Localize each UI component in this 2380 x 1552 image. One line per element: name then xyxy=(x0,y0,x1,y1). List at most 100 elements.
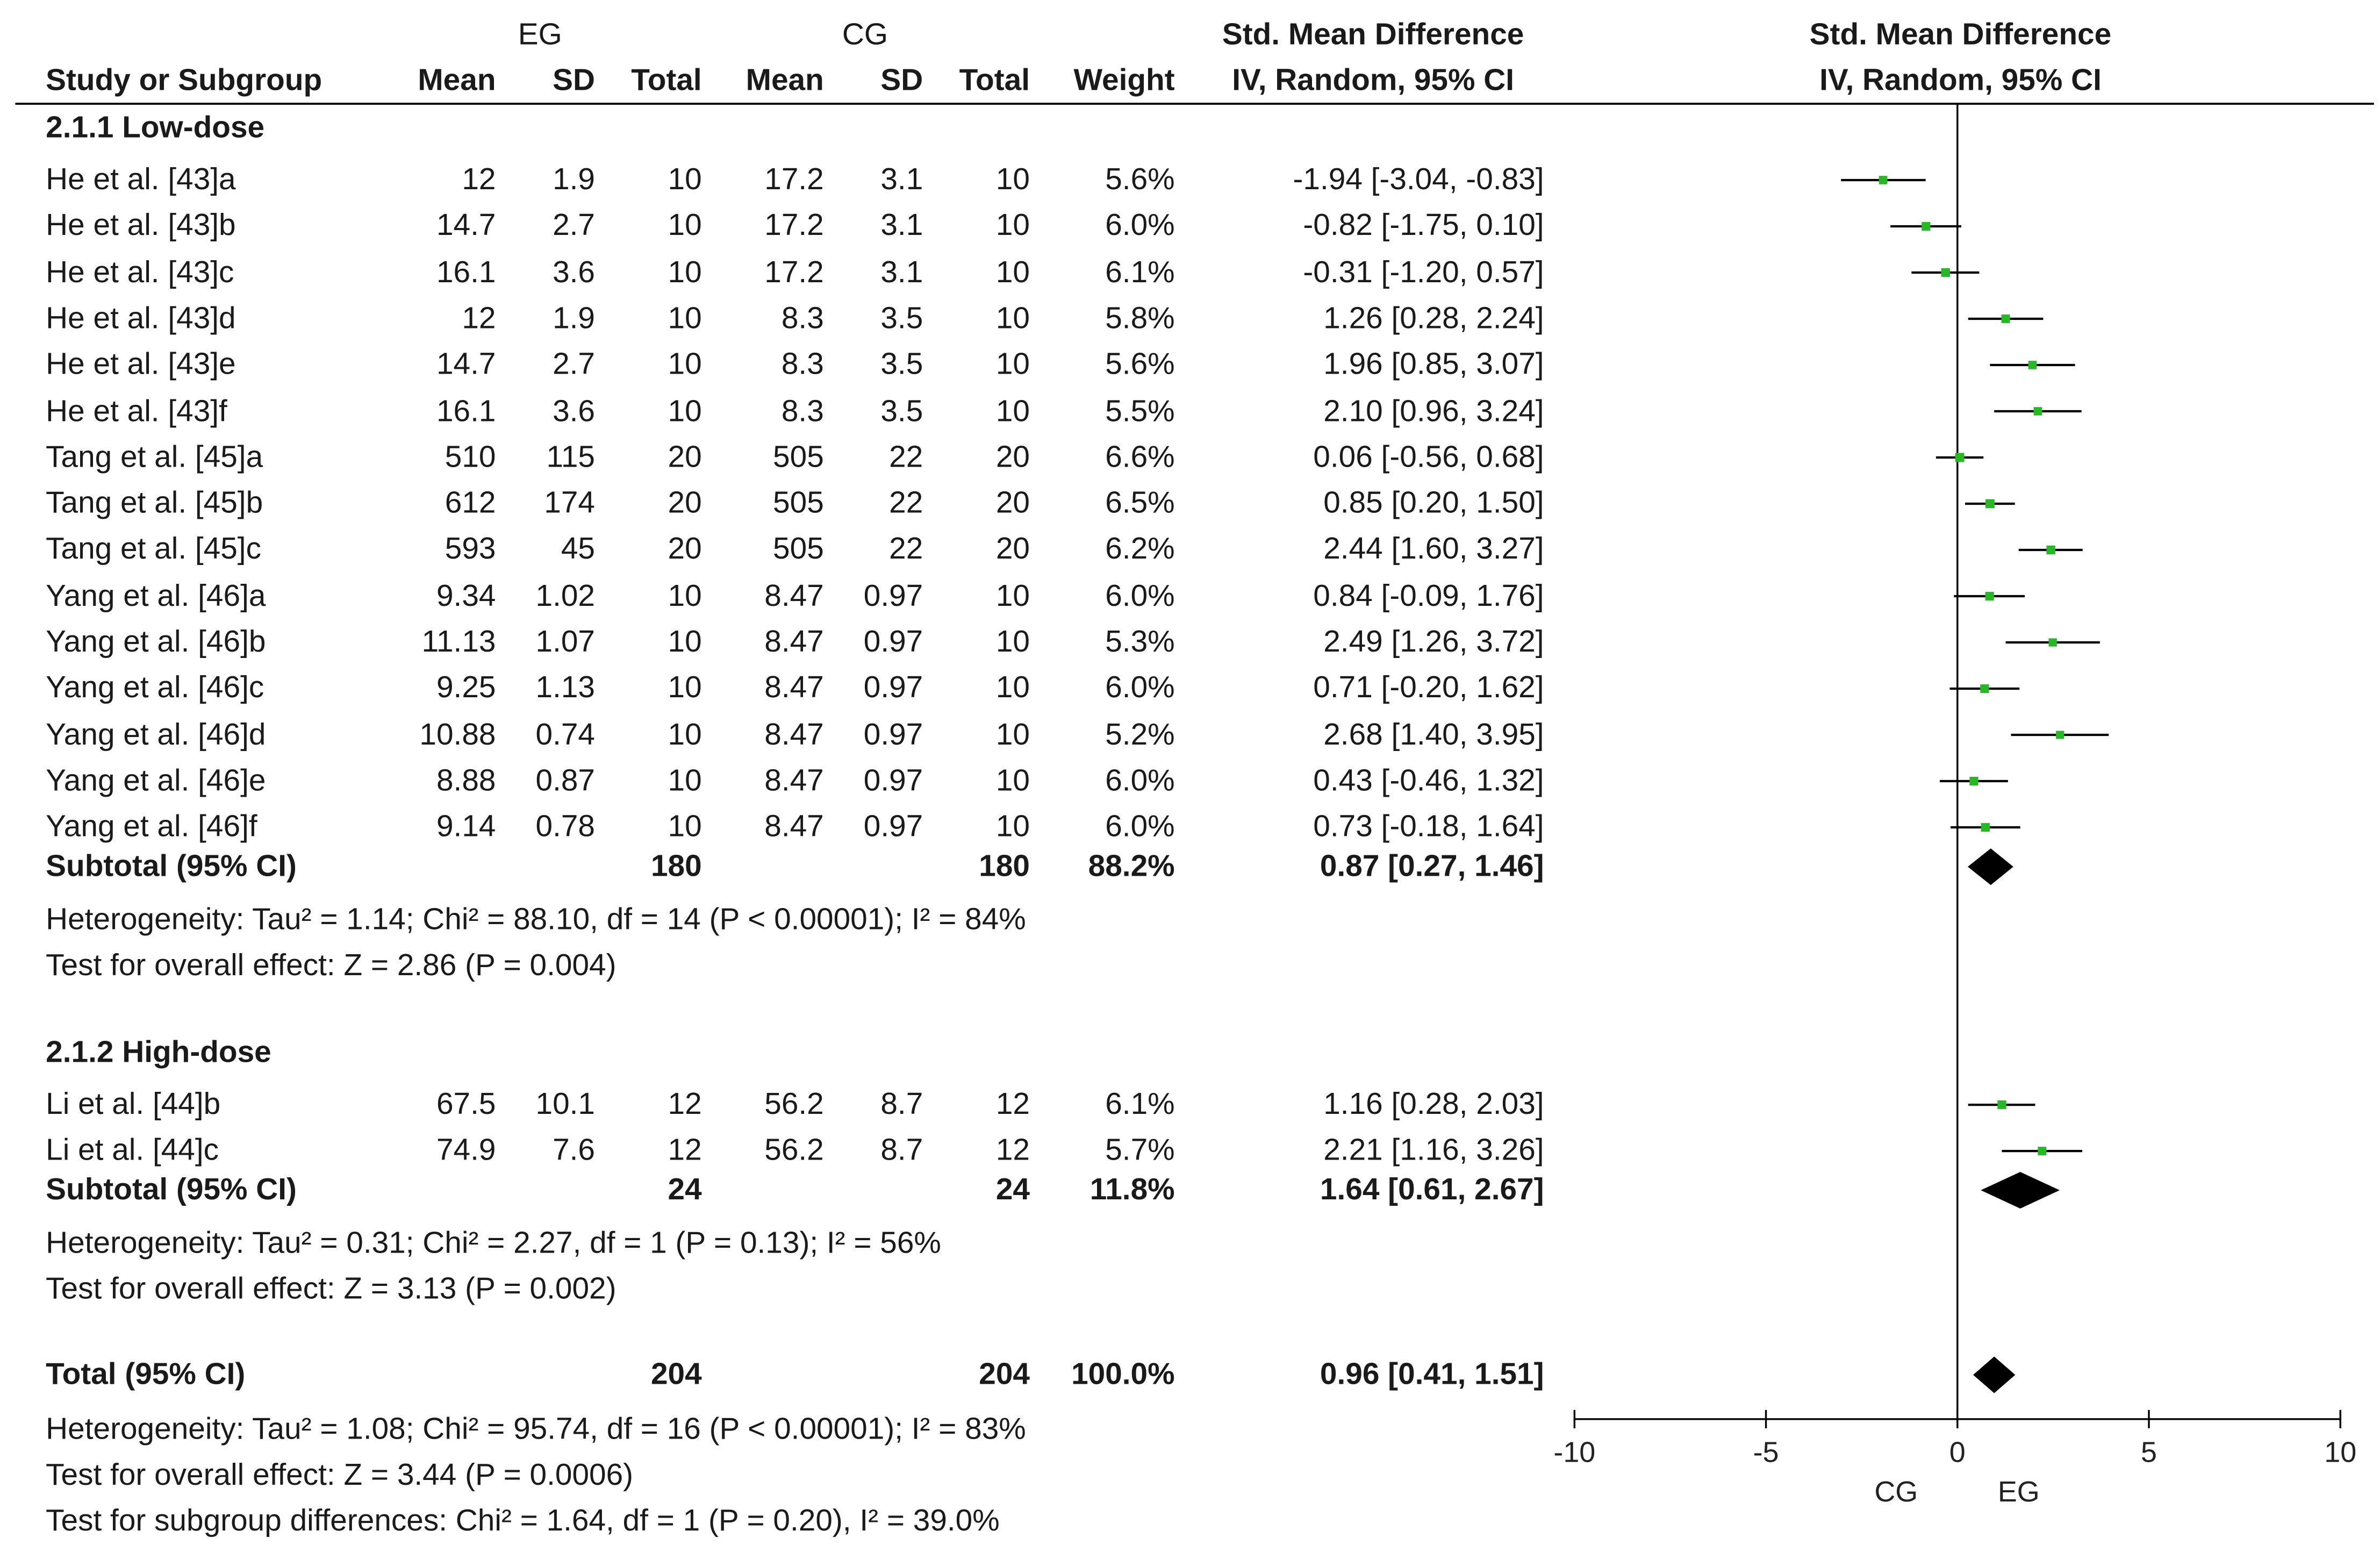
study-eg-mean: 9.34 xyxy=(436,579,496,613)
study-effect-ci: 2.21 [1.16, 3.26] xyxy=(1323,1134,1544,1168)
study-weight: 5.6% xyxy=(1105,348,1175,382)
study-cg-mean: 8.47 xyxy=(764,671,824,706)
study-eg-total: 10 xyxy=(668,163,702,197)
study-eg-mean: 612 xyxy=(445,487,496,521)
x-axis-ticks: -10 -5 0 5 10 xyxy=(1553,1410,2356,1468)
total-overall-effect-text: Test for overall effect: Z = 3.44 (P = 0… xyxy=(46,1458,634,1493)
study-cg-mean: 505 xyxy=(773,440,824,475)
study-eg-total: 10 xyxy=(668,302,702,336)
subgroup-title: 2.1.1 Low-dose xyxy=(46,111,265,145)
study-effect-ci: 0.85 [0.20, 1.50] xyxy=(1323,487,1544,521)
point-estimate-marker xyxy=(2046,545,2055,555)
subtotal-weight: 11.8% xyxy=(1089,1173,1175,1207)
summary-diamond xyxy=(1973,1356,2016,1393)
study-eg-total: 10 xyxy=(668,579,702,613)
x-tick-label: -10 xyxy=(1553,1436,1595,1468)
study-eg-mean: 14.7 xyxy=(436,209,496,244)
point-estimate-marker xyxy=(1941,268,1950,277)
study-effect-ci: -1.94 [-3.04, -0.83] xyxy=(1293,163,1544,197)
study-eg-sd: 3.6 xyxy=(553,394,596,428)
study-name: Yang et al. [46]e xyxy=(46,764,266,798)
study-cg-total: 20 xyxy=(995,487,1030,521)
study-cg-total: 10 xyxy=(995,394,1030,428)
study-effect-ci: 2.44 [1.60, 3.27] xyxy=(1323,533,1544,567)
study-eg-total: 10 xyxy=(668,348,702,382)
study-eg-sd: 2.7 xyxy=(553,348,596,382)
plot-header-method: IV, Random, 95% CI xyxy=(1819,64,2102,98)
study-eg-mean: 8.88 xyxy=(436,764,496,798)
col-study: Study or Subgroup xyxy=(46,64,322,98)
summary-diamond xyxy=(1968,848,2013,885)
col-cg-sd: SD xyxy=(880,64,923,98)
study-eg-total: 10 xyxy=(668,625,702,660)
study-name: Yang et al. [46]c xyxy=(46,671,264,706)
study-weight: 5.3% xyxy=(1105,625,1175,660)
study-eg-mean: 10.88 xyxy=(419,718,496,752)
study-cg-mean: 17.2 xyxy=(764,163,824,197)
x-tick-label: 5 xyxy=(2141,1436,2157,1468)
study-eg-sd: 115 xyxy=(546,440,596,475)
study-eg-sd: 1.9 xyxy=(553,163,596,197)
study-cg-mean: 56.2 xyxy=(764,1134,824,1168)
x-tick-label: -5 xyxy=(1753,1436,1779,1468)
study-effect-ci: 0.06 [-0.56, 0.68] xyxy=(1313,440,1544,475)
study-eg-mean: 11.13 xyxy=(421,625,496,660)
study-name: He et al. [43]e xyxy=(46,348,236,382)
study-effect-ci: 2.10 [0.96, 3.24] xyxy=(1323,394,1544,428)
col-eg-mean: Mean xyxy=(418,64,496,98)
point-estimate-marker xyxy=(1985,591,1994,601)
study-cg-mean: 8.47 xyxy=(764,579,824,613)
subtotal-label: Subtotal (95% CI) xyxy=(46,850,297,884)
study-eg-sd: 0.87 xyxy=(535,764,596,798)
overall-effect-text: Test for overall effect: Z = 2.86 (P = 0… xyxy=(46,949,616,983)
col-cg-total: Total xyxy=(959,64,1030,98)
study-effect-ci: 1.26 [0.28, 2.24] xyxy=(1323,302,1544,336)
study-cg-mean: 8.47 xyxy=(764,718,824,752)
study-name: Yang et al. [46]d xyxy=(46,718,266,752)
study-cg-total: 10 xyxy=(995,348,1030,382)
study-eg-total: 12 xyxy=(668,1134,702,1168)
study-cg-mean: 8.3 xyxy=(781,348,824,382)
study-eg-total: 10 xyxy=(668,394,702,428)
study-effect-ci: 2.68 [1.40, 3.95] xyxy=(1323,718,1544,752)
study-eg-mean: 510 xyxy=(445,440,496,475)
study-cg-sd: 3.5 xyxy=(880,394,923,428)
study-cg-total: 10 xyxy=(995,810,1030,845)
study-eg-sd: 3.6 xyxy=(553,255,596,290)
study-cg-sd: 3.5 xyxy=(880,302,923,336)
point-estimate-marker xyxy=(1980,684,1989,693)
summary-diamond xyxy=(1981,1171,2060,1209)
study-name: Tang et al. [45]b xyxy=(46,487,263,521)
study-name: Tang et al. [45]c xyxy=(46,533,261,567)
col-eg-total: Total xyxy=(631,64,702,98)
total-heterogeneity-text: Heterogeneity: Tau² = 1.08; Chi² = 95.74… xyxy=(46,1413,1026,1447)
study-cg-mean: 56.2 xyxy=(764,1088,824,1122)
point-estimate-marker xyxy=(2033,407,2042,416)
total-label: Total (95% CI) xyxy=(46,1358,246,1392)
study-cg-total: 20 xyxy=(995,533,1030,567)
subtotal-eg-total: 24 xyxy=(668,1173,702,1207)
study-name: He et al. [43]b xyxy=(46,209,236,244)
study-name: He et al. [43]c xyxy=(46,255,234,290)
x-tick-label: 10 xyxy=(2324,1436,2356,1468)
study-eg-mean: 12 xyxy=(462,163,496,197)
study-effect-ci: 0.71 [-0.20, 1.62] xyxy=(1313,671,1544,706)
study-eg-sd: 0.74 xyxy=(535,718,596,752)
study-cg-sd: 8.7 xyxy=(880,1134,923,1168)
total-cg-total: 204 xyxy=(979,1358,1030,1392)
study-cg-sd: 8.7 xyxy=(880,1088,923,1122)
study-name: Tang et al. [45]a xyxy=(46,440,263,475)
study-eg-mean: 16.1 xyxy=(436,255,496,290)
study-cg-sd: 22 xyxy=(889,533,923,567)
study-cg-sd: 0.97 xyxy=(863,671,923,706)
point-estimate-marker xyxy=(1969,776,1978,786)
study-eg-sd: 174 xyxy=(544,487,596,521)
study-eg-total: 20 xyxy=(668,440,702,475)
col-weight: Weight xyxy=(1073,64,1175,98)
study-eg-sd: 0.78 xyxy=(535,810,596,845)
point-estimate-marker xyxy=(2028,361,2037,369)
heterogeneity-text: Heterogeneity: Tau² = 0.31; Chi² = 2.27,… xyxy=(46,1227,941,1261)
plot-header-title: Std. Mean Difference xyxy=(1809,18,2112,52)
point-estimate-marker xyxy=(2001,314,2010,323)
